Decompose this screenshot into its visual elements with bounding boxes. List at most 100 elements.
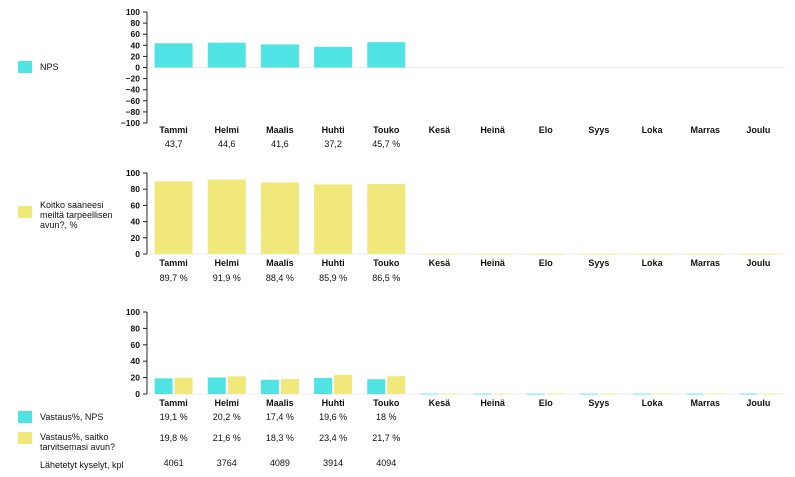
category-label: Kesä (429, 258, 452, 268)
category-label: Maalis (266, 258, 294, 268)
value-label: 23,4 % (319, 433, 347, 443)
bar-a-tammi (154, 378, 173, 394)
y-tick-label: 0 (135, 249, 140, 259)
category-label: Syys (588, 258, 609, 268)
y-tick-label: 40 (131, 217, 141, 227)
category-label: Helmi (214, 258, 239, 268)
bar-a-huhti (314, 46, 353, 68)
bar-a-touko (367, 183, 406, 254)
bar-a-tammi (154, 181, 193, 254)
y-tick-label: −40 (126, 85, 141, 95)
y-tick-label: 20 (131, 233, 141, 243)
value-label: 19,6 % (319, 412, 347, 422)
value-label: 88,4 % (266, 273, 294, 283)
category-label: Heinä (480, 398, 506, 408)
legend-nps-label: NPS (40, 62, 59, 72)
bar-a-marras (686, 393, 705, 395)
bar-b-joulu (759, 393, 778, 395)
bar-b-heinä (493, 393, 512, 395)
legend-sent: Lähetetyt kyselyt, kpl (40, 460, 124, 470)
bar-a-huhti (314, 184, 353, 254)
bar-a-elo (526, 253, 565, 255)
bar-b-maalis (280, 378, 299, 394)
bar-a-joulu (739, 253, 778, 255)
category-label: Tammi (159, 398, 187, 408)
y-tick-label: −20 (126, 74, 141, 84)
bar-b-helmi (227, 376, 246, 394)
category-label: Huhti (322, 258, 345, 268)
bar-b-tammi (174, 377, 193, 394)
category-label: Tammi (159, 258, 187, 268)
legend-sent-label: Lähetetyt kyselyt, kpl (40, 460, 124, 470)
value-label: 45,7 % (372, 139, 400, 149)
bar-a-syys (579, 393, 598, 395)
category-label: Heinä (480, 125, 506, 135)
legend-help: Koitko saaneesi meiltä tarpeellisen avun… (18, 200, 128, 230)
category-label: Kesä (429, 398, 452, 408)
category-label: Syys (588, 125, 609, 135)
legend-resp-help-swatch (18, 432, 32, 444)
category-label: Maalis (266, 398, 294, 408)
bar-a-maalis (260, 182, 299, 254)
legend-help-swatch (18, 206, 32, 218)
bar-b-touko (387, 376, 406, 394)
y-tick-label: 0 (135, 63, 140, 73)
y-tick-label: 60 (131, 29, 141, 39)
category-label: Touko (373, 398, 400, 408)
bar-a-helmi (207, 179, 246, 254)
y-tick-label: 80 (131, 323, 141, 333)
value-label: 21,6 % (213, 433, 241, 443)
category-label: Touko (373, 258, 400, 268)
category-label: Elo (539, 125, 554, 135)
bar-a-helmi (207, 42, 246, 68)
legend-resp-help-label: Vastaus%, saitko tarvitsemasi avun? (40, 432, 116, 452)
y-tick-label: 100 (126, 307, 140, 317)
category-label: Marras (690, 398, 720, 408)
category-label: Syys (588, 398, 609, 408)
value-label: 43,7 (165, 139, 183, 149)
value-label: 4089 (270, 458, 290, 468)
category-label: Elo (539, 258, 554, 268)
y-tick-label: 40 (131, 40, 141, 50)
bar-a-marras (686, 253, 725, 255)
value-label: 89,7 % (160, 273, 188, 283)
value-label: 41,6 (271, 139, 289, 149)
legend-resp-nps: Vastaus%, NPS (18, 411, 103, 423)
bar-a-kesä (420, 253, 459, 255)
bar-a-joulu (739, 393, 758, 395)
legend-nps-swatch (18, 61, 32, 73)
legend-resp-nps-label: Vastaus%, NPS (40, 412, 104, 422)
bar-a-heinä (473, 253, 512, 255)
bar-a-touko (367, 379, 386, 394)
category-label: Marras (690, 125, 720, 135)
bar-a-touko (367, 42, 406, 68)
category-label: Huhti (322, 125, 345, 135)
bar-a-syys (579, 253, 618, 255)
category-label: Helmi (214, 125, 239, 135)
category-label: Elo (539, 398, 554, 408)
value-label: 86,5 % (372, 273, 400, 283)
y-tick-label: −60 (126, 96, 141, 106)
category-label: Joulu (746, 258, 770, 268)
value-label: 18 % (376, 412, 397, 422)
y-tick-label: 60 (131, 200, 141, 210)
category-label: Maalis (266, 125, 294, 135)
legend-resp-help: Vastaus%, saitko tarvitsemasi avun? (18, 432, 128, 452)
value-label: 21,7 % (372, 433, 400, 443)
bar-a-loka (633, 393, 652, 395)
bar-a-elo (526, 393, 545, 395)
category-label: Marras (690, 258, 720, 268)
value-label: 19,8 % (160, 433, 188, 443)
value-label: 85,9 % (319, 273, 347, 283)
value-label: 3914 (323, 458, 343, 468)
bar-b-huhti (334, 374, 353, 394)
legend-help-label: Koitko saaneesi meiltä tarpeellisen avun… (40, 200, 113, 230)
value-label: 3764 (217, 458, 237, 468)
bar-a-tammi (154, 43, 193, 68)
legend-resp-nps-swatch (18, 411, 32, 423)
value-label: 17,4 % (266, 412, 294, 422)
bar-a-helmi (207, 377, 226, 394)
y-tick-label: 80 (131, 184, 141, 194)
bar-a-maalis (260, 379, 279, 394)
category-label: Helmi (214, 398, 239, 408)
